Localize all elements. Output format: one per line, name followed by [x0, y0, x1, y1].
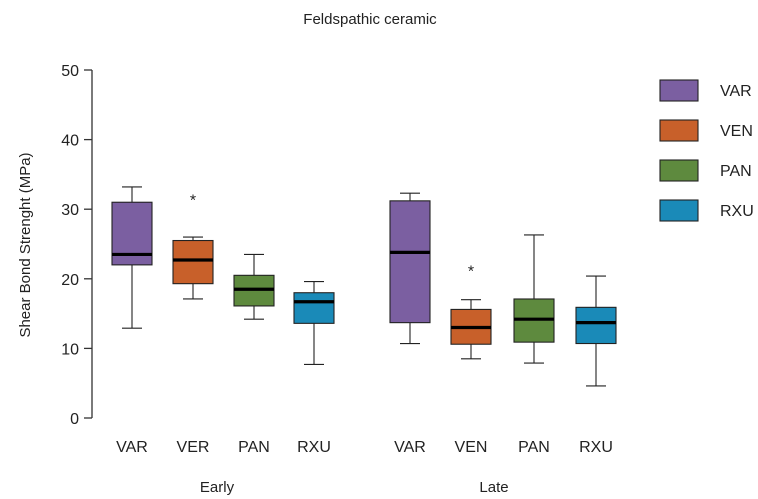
- box-early-var: VAR: [111, 186, 153, 456]
- y-tick-label-30: 30: [61, 202, 79, 219]
- legend-swatch-var: [659, 79, 699, 102]
- y-tick-label-0: 0: [70, 411, 79, 428]
- legend-label-ven: VEN: [720, 123, 753, 140]
- category-label-late-pan: PAN: [518, 439, 550, 456]
- category-label-early-pan: PAN: [238, 439, 270, 456]
- outlier-late-ven-0: *: [468, 264, 474, 281]
- category-label-early-var: VAR: [116, 439, 148, 456]
- group-label-early: Early: [200, 479, 235, 496]
- box-early-rxu: RXU: [293, 281, 335, 456]
- category-label-late-ven: VEN: [455, 439, 488, 456]
- box-late-rxu: RXU: [575, 275, 617, 456]
- category-label-late-var: VAR: [394, 439, 426, 456]
- box-early-ver: * VER: [172, 193, 214, 456]
- legend-swatch-pan: [659, 159, 699, 182]
- y-axis-label: Shear Bond Strenght (MPa): [17, 152, 34, 337]
- box-late-ven: * VEN: [450, 264, 492, 456]
- legend-label-pan: PAN: [720, 163, 752, 180]
- category-label-early-ver: VER: [177, 439, 210, 456]
- y-tick-label-10: 10: [61, 341, 79, 358]
- chart-title: Feldspathic ceramic: [303, 11, 437, 28]
- box-body-early-rxu: [293, 292, 335, 324]
- category-label-early-rxu: RXU: [297, 439, 331, 456]
- legend-swatch-ven: [659, 119, 699, 142]
- legend-label-var: VAR: [720, 83, 752, 100]
- group-label-late: Late: [479, 479, 508, 496]
- y-tick-label-20: 20: [61, 272, 79, 289]
- legend-swatch-rxu: [659, 199, 699, 222]
- y-tick-label-40: 40: [61, 133, 79, 150]
- axes: 0 10 20 30 40 50: [61, 63, 93, 428]
- box-late-var: VAR: [389, 192, 431, 456]
- legend: VAR VEN PAN RXU: [659, 79, 754, 222]
- box-body-late-rxu: [575, 306, 617, 345]
- outlier-early-ver-0: *: [190, 193, 196, 210]
- y-tick-label-50: 50: [61, 63, 79, 80]
- box-body-late-var: [389, 200, 431, 324]
- legend-label-rxu: RXU: [720, 203, 754, 220]
- box-late-pan: PAN: [513, 234, 555, 456]
- category-label-late-rxu: RXU: [579, 439, 613, 456]
- box-body-early-ver: [172, 239, 214, 285]
- boxes: Early VAR * VER PAN RXU Late VAR * VEN PAN RXU: [111, 186, 617, 496]
- box-early-pan: PAN: [233, 253, 275, 456]
